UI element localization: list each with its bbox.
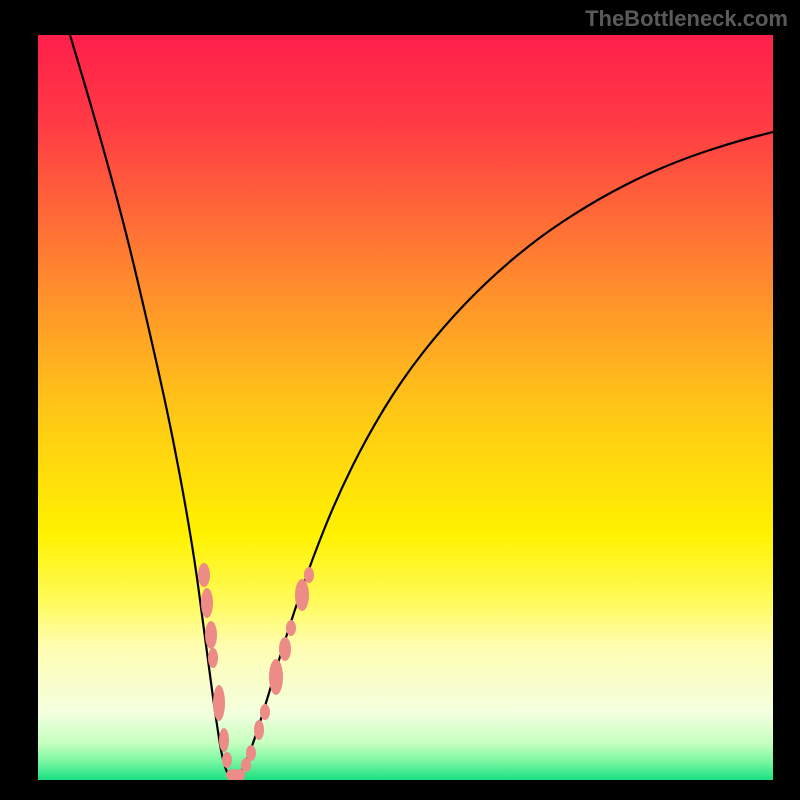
data-marker <box>254 720 264 740</box>
data-marker <box>226 769 240 780</box>
data-marker <box>219 728 229 752</box>
data-marker <box>246 745 256 761</box>
chart-svg <box>38 35 773 780</box>
data-marker <box>208 648 218 668</box>
data-marker <box>205 621 217 649</box>
data-marker <box>295 579 309 611</box>
data-marker <box>201 588 213 618</box>
data-marker <box>286 620 296 636</box>
data-marker <box>213 685 225 721</box>
data-marker <box>235 769 245 780</box>
plot-area <box>38 35 773 780</box>
data-marker <box>279 637 291 661</box>
data-marker <box>198 563 210 587</box>
chart-container: TheBottleneck.com <box>0 0 800 800</box>
data-marker <box>222 752 232 768</box>
data-marker <box>304 567 314 583</box>
data-marker <box>269 659 283 695</box>
data-marker <box>260 704 270 720</box>
watermark-text: TheBottleneck.com <box>585 6 788 32</box>
data-marker <box>241 758 251 772</box>
bottleneck-curve <box>70 35 773 777</box>
